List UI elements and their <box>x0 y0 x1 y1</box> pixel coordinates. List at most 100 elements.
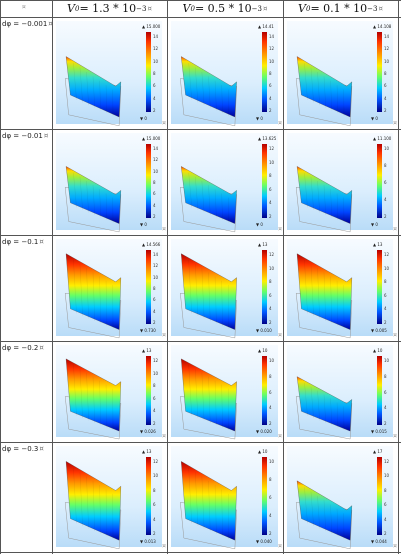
colorbar <box>377 32 382 112</box>
surface-mesh-line <box>73 467 77 524</box>
surface-plot <box>64 56 122 127</box>
surface-mesh-line <box>323 76 326 108</box>
colorbar <box>146 250 151 324</box>
surface-mesh-line <box>336 85 339 114</box>
colorbar-tick-label: 2 <box>384 320 387 325</box>
colorbar-tick-label: 4 <box>384 306 387 312</box>
colorbar-tick-label: 2 <box>153 320 156 325</box>
surface-mesh-line <box>86 372 89 421</box>
surface-mesh-line <box>330 189 332 218</box>
colorbar-min-label: ▼ 0.013 <box>140 539 156 544</box>
surface-mesh-line <box>99 80 101 111</box>
colorbar-min-label: ▼ 0.026 <box>140 429 156 434</box>
surface-plot <box>180 56 237 127</box>
colorbar-tick-label: 6 <box>384 389 387 395</box>
colorbar-tick-label: 4 <box>269 306 272 312</box>
surface-plot-mesh <box>181 253 237 330</box>
colorbar-tick-label: 6 <box>153 502 156 508</box>
surface-mesh-line <box>330 80 332 111</box>
plot-cell-mark: ¤ <box>162 120 166 127</box>
surface-plot-mesh <box>65 56 122 118</box>
row-label: dφ = −0.1¤ <box>2 238 44 246</box>
surface-plot-mesh <box>296 56 353 118</box>
surface-mesh-line <box>73 172 77 208</box>
colorbar-tick-label: 6 <box>269 292 272 298</box>
surface-mesh-line <box>188 364 192 416</box>
surface-mesh-line <box>92 272 95 321</box>
surface-mesh-line <box>195 67 199 103</box>
surface-mesh-line <box>330 398 332 426</box>
surface-mesh-line <box>214 80 217 111</box>
column-header-mark: ¤ <box>378 4 383 13</box>
colorbar-tick-label: 4 <box>384 197 387 202</box>
surface-mesh-line <box>304 382 308 416</box>
surface-mesh-line <box>201 180 205 213</box>
colorbar-tick-label: 6 <box>384 292 387 298</box>
surface-plot-mesh <box>181 461 237 541</box>
plot-cell-mark: ¤ <box>393 543 397 550</box>
colorbar-min-label: ▼ 0 <box>140 222 147 227</box>
colorbar-tick-label: 4 <box>269 200 272 206</box>
plot-cell: 14 12 10 8 6 4 2 ▲ 15.000 ▼ 0 ¤ <box>53 130 166 234</box>
colorbar <box>262 32 267 112</box>
row-label-text: dφ = −0.1 <box>2 238 39 246</box>
colorbar-tick-label: 2 <box>269 320 272 325</box>
plot-cell-mark: ¤ <box>278 120 282 127</box>
colorbar-tick-label: 2 <box>384 421 387 426</box>
colorbar-tick-label: 8 <box>384 163 387 168</box>
colorbar-tick-label: 10 <box>269 58 275 64</box>
colorbar-tick-label: 8 <box>153 286 156 291</box>
plot-cell-mark: ¤ <box>278 226 282 233</box>
surface-plot <box>295 166 353 233</box>
plot-cell: 10 8 6 4 2 ▲ 10 ▼ 0.020 ¤ <box>168 342 282 441</box>
plot-cell: 12 10 8 6 4 2 ▲ 13 ▼ 0.026 ¤ <box>53 342 166 441</box>
plot-cell-mark: ¤ <box>162 332 166 339</box>
column-header-mark: ¤ <box>147 4 152 13</box>
row-label-mark: ¤ <box>39 445 44 453</box>
surface-mesh-line <box>105 193 108 220</box>
colorbar-tick-label: 8 <box>269 373 272 379</box>
row-label-text: dφ = −0.2 <box>2 344 39 352</box>
colorbar-min-label: ▼ 0.040 <box>256 539 272 544</box>
plot-cell: 14 12 10 8 6 4 2 ▲ 15.000 ▼ 0 ¤ <box>53 18 166 128</box>
surface-mesh-line <box>304 487 308 524</box>
plot-cell-mark: ¤ <box>162 543 166 550</box>
surface-mesh-line <box>317 71 320 106</box>
colorbar-tick-label: 2 <box>384 531 387 536</box>
surface-mesh-line <box>92 376 95 423</box>
colorbar-tick-label: 8 <box>153 71 156 76</box>
surface-mesh-line <box>188 467 192 524</box>
surface-mesh-line <box>201 71 205 106</box>
colorbar-tick-label: 14 <box>384 34 390 39</box>
table-column-divider <box>167 0 168 554</box>
colorbar <box>262 356 267 425</box>
surface-mesh-line <box>330 504 332 534</box>
colorbar-tick-label: 10 <box>269 459 275 464</box>
colorbar-max-label: ▲ 10 <box>258 348 268 353</box>
surface-mesh-line <box>201 372 205 421</box>
colorbar-max-label: ▲ 13 <box>258 242 268 247</box>
plot-cell: 10 8 6 4 2 ▲ 11.100 ▼ 0 ¤ <box>284 130 397 234</box>
surface-plot <box>64 166 122 233</box>
colorbar <box>262 457 267 535</box>
surface-mesh-line <box>208 76 211 108</box>
colorbar-tick-label: 10 <box>384 58 390 64</box>
colorbar-min-label: ▼ 0 <box>256 116 263 121</box>
surface-plot-mesh <box>65 253 122 330</box>
table-column-divider <box>52 0 53 554</box>
surface-mesh-line <box>86 71 89 106</box>
plot-cell: 14 12 10 8 6 4 2 ▲ 14.108 ▼ 0 ¤ <box>284 18 397 128</box>
colorbar-min-label: ▼ 0.020 <box>256 429 272 434</box>
table-row-divider <box>0 235 401 236</box>
column-header-exponent: −3 <box>251 4 262 13</box>
surface-mesh-line <box>188 63 192 100</box>
plot-cell-mark: ¤ <box>278 433 282 440</box>
colorbar-min-label: ▼ 0.730 <box>140 328 156 333</box>
plot-cell: 12 10 8 6 4 2 ▲ 13 ▼ 0.013 ¤ <box>53 443 166 551</box>
colorbar-tick-label: 10 <box>269 358 275 363</box>
plot-cell: 14 12 10 8 6 4 2 ▲ 14.41 ▼ 0 ¤ <box>168 18 282 128</box>
surface-mesh-line <box>336 402 339 428</box>
